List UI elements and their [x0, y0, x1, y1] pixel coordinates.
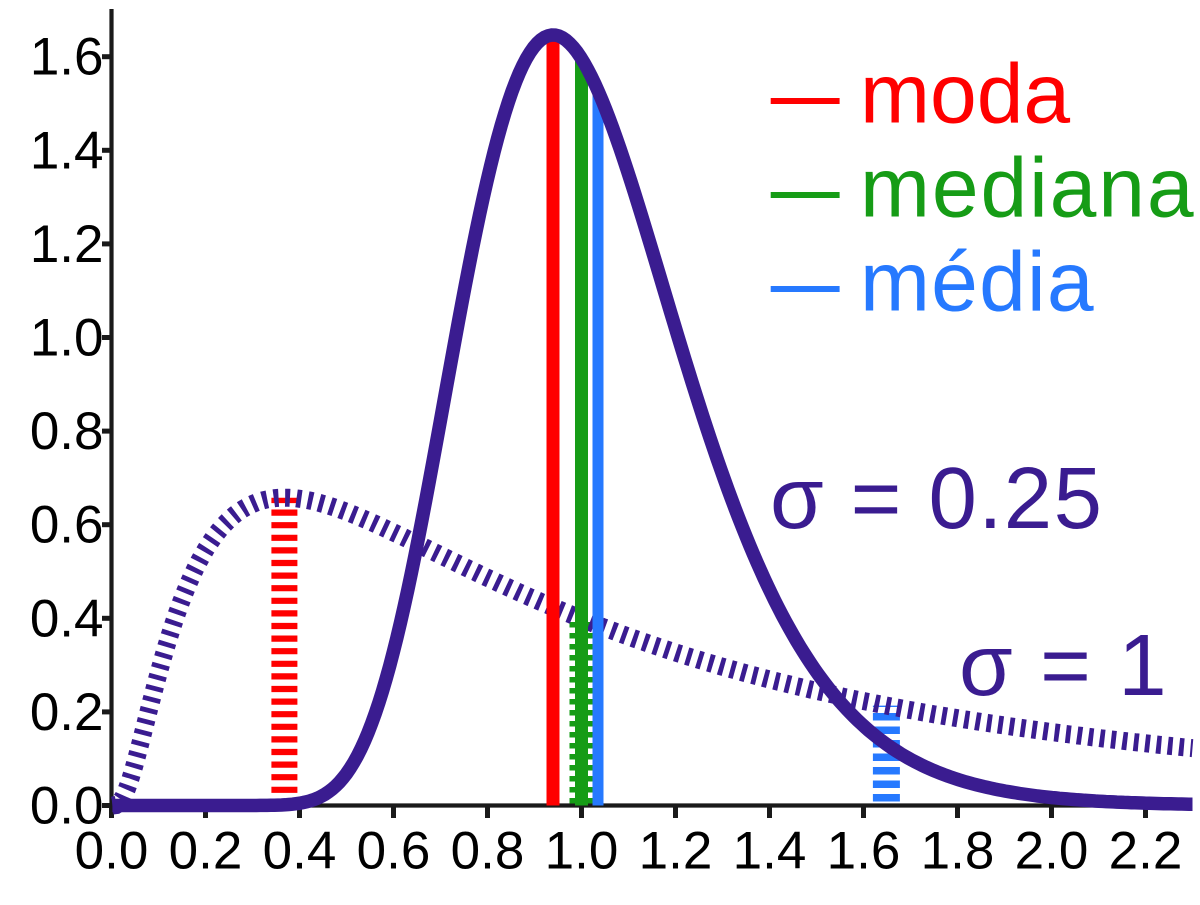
svg-text:1.6: 1.6: [827, 822, 901, 881]
svg-text:0.8: 0.8: [451, 822, 525, 881]
svg-text:média: média: [860, 235, 1095, 329]
svg-text:0.4: 0.4: [30, 589, 104, 648]
svg-text:0.2: 0.2: [30, 683, 104, 742]
svg-text:2.2: 2.2: [1109, 822, 1183, 881]
svg-text:0.6: 0.6: [357, 822, 431, 881]
svg-text:1.4: 1.4: [733, 822, 807, 881]
svg-text:1.2: 1.2: [30, 215, 104, 274]
svg-text:0.6: 0.6: [30, 496, 104, 555]
svg-text:σ = 0.25: σ = 0.25: [770, 450, 1103, 547]
svg-text:1.0: 1.0: [30, 309, 104, 368]
svg-text:0.4: 0.4: [263, 822, 337, 881]
svg-text:1.2: 1.2: [639, 822, 713, 881]
svg-text:1.0: 1.0: [545, 822, 619, 881]
svg-text:0.2: 0.2: [169, 822, 243, 881]
svg-text:σ = 1: σ = 1: [959, 617, 1168, 714]
svg-text:2.0: 2.0: [1015, 822, 1089, 881]
svg-text:0.0: 0.0: [30, 777, 104, 836]
svg-text:mediana: mediana: [860, 141, 1196, 235]
svg-text:0.8: 0.8: [30, 402, 104, 461]
svg-text:1.8: 1.8: [921, 822, 995, 881]
svg-text:moda: moda: [860, 47, 1070, 141]
svg-text:1.4: 1.4: [30, 121, 104, 180]
svg-text:1.6: 1.6: [30, 28, 104, 87]
svg-text:0.0: 0.0: [75, 822, 149, 881]
